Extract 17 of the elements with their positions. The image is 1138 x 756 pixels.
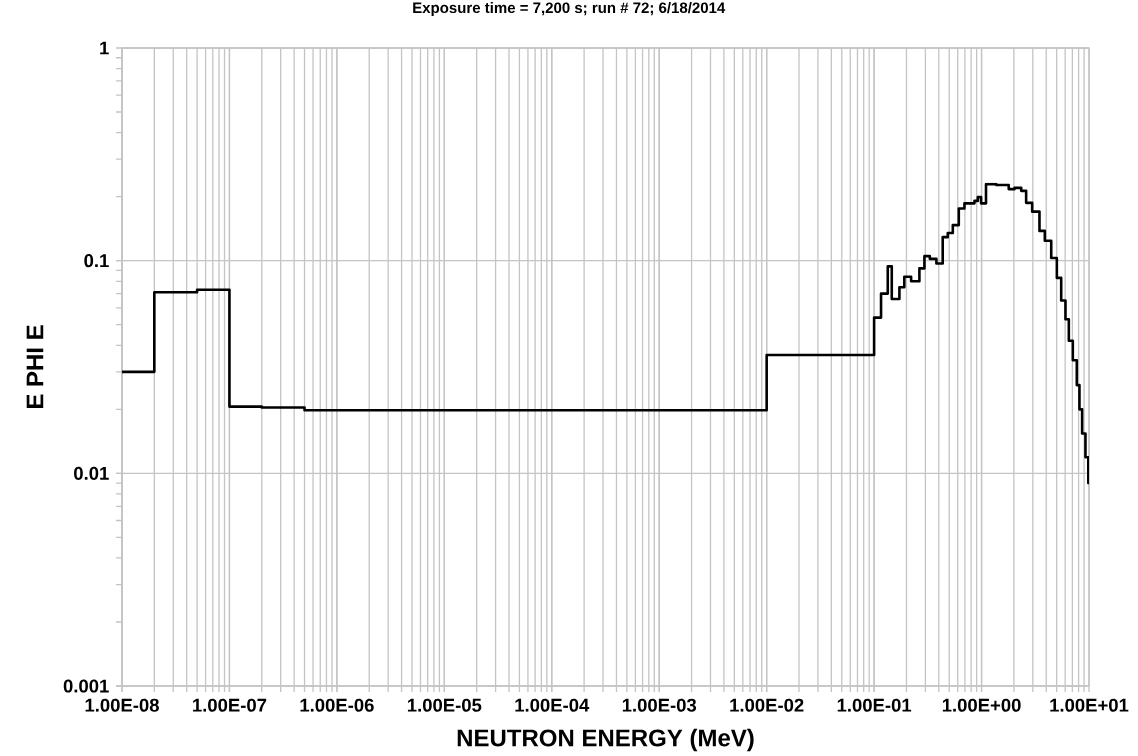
chart-title: Exposure time = 7,200 s; run # 72; 6/18/2014 xyxy=(413,2,726,16)
y-tick-label: 1 xyxy=(100,41,109,55)
x-tick-label: 1.00E-04 xyxy=(515,698,590,712)
x-tick-label: 1.00E-06 xyxy=(300,698,374,712)
x-tick-label: 1.00E+01 xyxy=(1050,698,1129,712)
y-tick-label: 0.01 xyxy=(74,466,109,480)
x-tick-label: 1.00E-03 xyxy=(622,698,697,712)
x-tick-label: 1.00E-08 xyxy=(85,698,159,712)
y-tick-label: 0.001 xyxy=(63,679,109,693)
x-tick-label: 1.00E-01 xyxy=(837,698,912,712)
x-axis-title: NEUTRON ENERGY (MeV) xyxy=(457,728,754,752)
x-tick-label: 1.00E-07 xyxy=(193,698,267,712)
y-tick-label: 0.1 xyxy=(84,254,109,268)
x-tick-label: 1.00E-02 xyxy=(730,698,804,712)
y-axis-title: E PHI E xyxy=(26,325,44,409)
x-tick-label: 1.00E-05 xyxy=(407,698,482,712)
x-tick-label: 1.00E+00 xyxy=(942,698,1021,712)
